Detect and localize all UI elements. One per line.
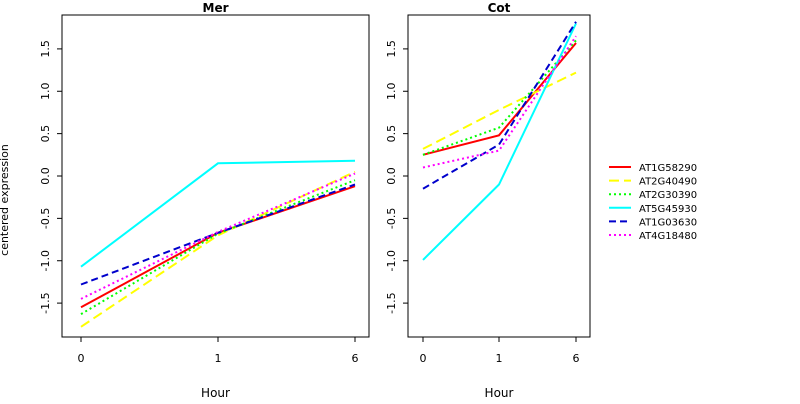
y-tick-label: 0.5 [385,125,398,143]
y-tick-label: 1.5 [385,40,398,58]
y-tick-label: 0.0 [39,167,52,185]
panel-mer: Mer -1.5 -1.0 -0.5 0.0 0.5 1.0 1.5 0 1 6 Hour [39,1,370,400]
legend-label: AT2G40490 [639,177,697,188]
y-tick-label: 1.5 [39,40,52,58]
series-line-at4g18480 [80,172,356,300]
series-line-at5g45930 [80,159,356,268]
legend-item: AT1G58290 [609,163,697,174]
legend-item: AT2G40490 [609,177,697,188]
legend-item: AT4G18480 [609,231,697,242]
legend-label: AT1G58290 [639,163,697,174]
y-tick-label: 0.5 [39,125,52,143]
series-line-at1g03630 [80,183,356,286]
y-tick-label: -1.5 [385,292,398,313]
series-line-at2g30390 [422,39,577,156]
series-line-at2g40490 [422,71,577,150]
y-tick-label: -1.5 [39,292,52,313]
y-tick-label: -1.0 [39,250,52,271]
legend-item: AT1G03630 [609,217,697,228]
plot-frame [407,14,591,338]
y-tick-label: -1.0 [385,250,398,271]
legend-item: AT2G30390 [609,190,697,201]
y-axis-label: centered expression [0,144,11,256]
legend-label: AT4G18480 [639,231,697,242]
x-axis-label: Hour [485,386,514,400]
y-tick-label: 0.0 [385,167,398,185]
series-line-at1g03630 [422,21,577,190]
series-line-at5g45930 [422,23,577,261]
chart-panels: Mer -1.5 -1.0 -0.5 0.0 0.5 1.0 1.5 0 1 6 Hour Cot -1.… [39,1,591,400]
x-tick-label: 1 [215,352,222,365]
series-line-at1g58290 [80,185,356,309]
legend-label: AT1G03630 [639,217,697,228]
panel-cot: Cot -1.5 -1.0 -0.5 0.0 0.5 1.0 1.5 0 1 6 Hour [385,1,591,400]
x-axis-label: Hour [201,386,230,400]
y-tick-label: 1.0 [39,83,52,101]
x-tick-label: 0 [78,352,85,365]
series-line-at2g40490 [80,170,356,328]
x-tick-label: 6 [352,352,359,365]
x-tick-label: 0 [420,352,427,365]
series-line-at4g18480 [422,35,577,169]
plot-frame [61,14,370,338]
panel-title: Mer [203,1,229,15]
panel-title: Cot [488,1,511,15]
legend-label: AT2G30390 [639,190,697,201]
x-tick-label: 6 [573,352,580,365]
y-tick-label: -0.5 [385,208,398,229]
y-tick-label: 1.0 [385,83,398,101]
y-tick-label: -0.5 [39,208,52,229]
series-line-at2g30390 [80,179,356,315]
legend-label: AT5G45930 [639,204,697,215]
x-tick-label: 1 [496,352,503,365]
legend: AT1G58290 AT2G40490 AT2G30390 AT5G45930 AT1G… [609,163,697,242]
legend-item: AT5G45930 [609,204,697,215]
